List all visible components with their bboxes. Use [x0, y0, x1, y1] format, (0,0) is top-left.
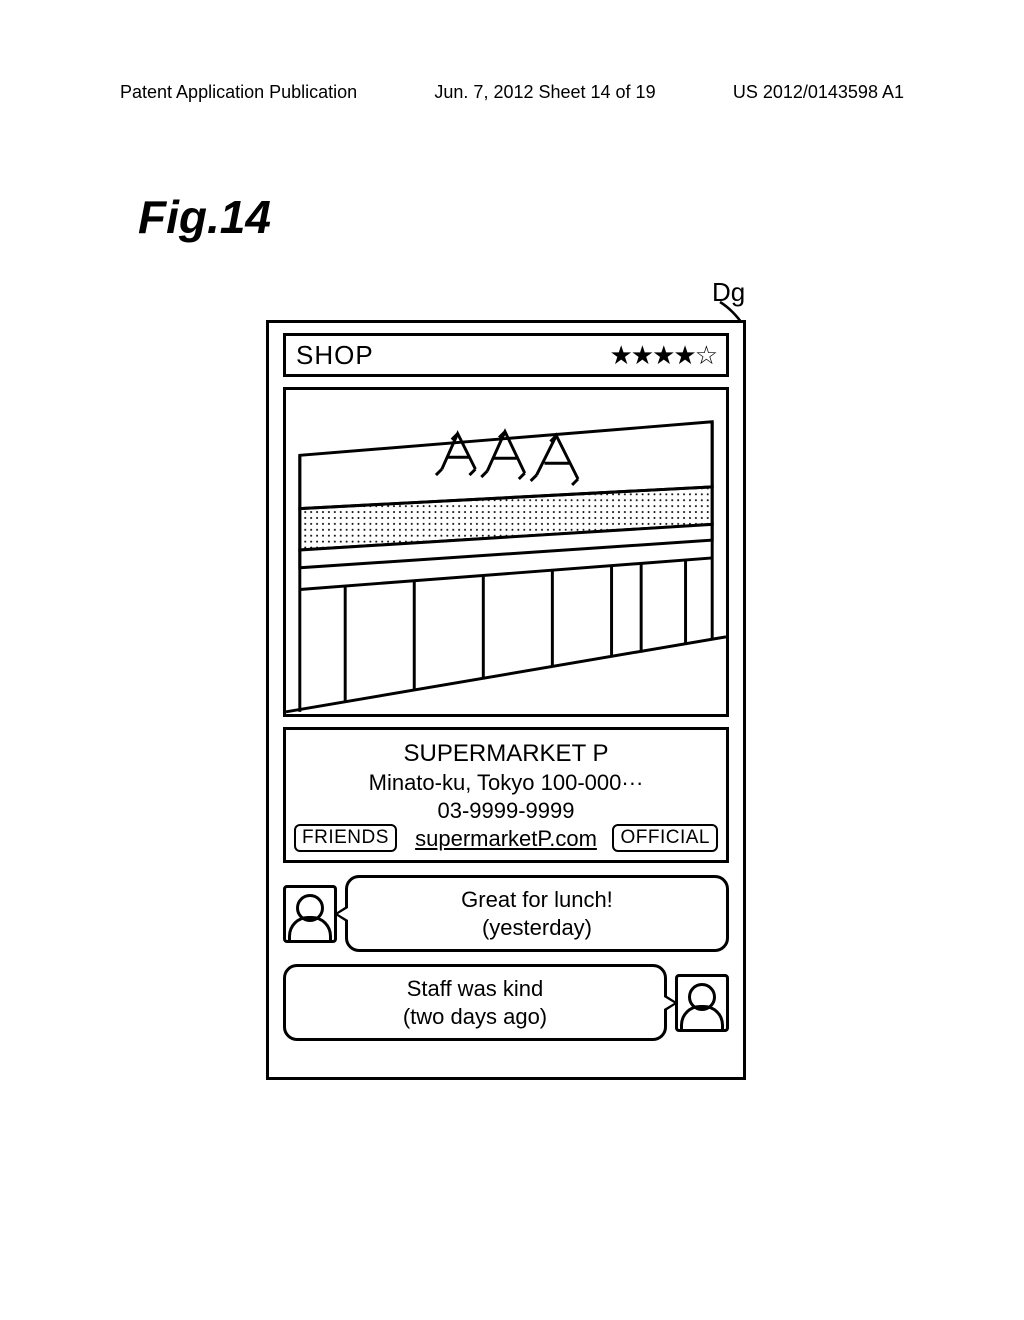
- friends-button[interactable]: FRIENDS: [294, 824, 397, 852]
- review-row: Great for lunch! (yesterday): [283, 875, 729, 952]
- info-box: SUPERMARKET P Minato-ku, Tokyo 100-000··…: [283, 727, 729, 863]
- shop-url-link[interactable]: supermarketP.com: [415, 826, 597, 852]
- review-bubble: Great for lunch! (yesterday): [345, 875, 729, 952]
- avatar-icon: [283, 885, 337, 943]
- rating-stars: ★★★★☆: [609, 340, 716, 371]
- bubble-tail-icon: [664, 994, 678, 1012]
- review-bubble: Staff was kind (two days ago): [283, 964, 667, 1041]
- title-bar: SHOP ★★★★☆: [283, 333, 729, 377]
- shop-phone: 03-9999-9999: [294, 798, 718, 824]
- storefront-image: [283, 387, 729, 717]
- review-when: (yesterday): [354, 914, 720, 942]
- figure-label: Fig.14: [138, 190, 271, 244]
- bubble-tail-icon: [334, 905, 348, 923]
- review-text: Great for lunch!: [461, 887, 613, 912]
- device-screen: SHOP ★★★★☆: [266, 320, 746, 1080]
- review-when: (two days ago): [292, 1003, 658, 1031]
- review-text: Staff was kind: [407, 976, 544, 1001]
- page-header: Patent Application Publication Jun. 7, 2…: [0, 82, 1024, 103]
- shop-name: SUPERMARKET P: [294, 740, 718, 768]
- header-center: Jun. 7, 2012 Sheet 14 of 19: [434, 82, 655, 103]
- header-left: Patent Application Publication: [120, 82, 357, 103]
- storefront-svg: [286, 390, 726, 714]
- shop-address: Minato-ku, Tokyo 100-000···: [294, 770, 718, 796]
- header-right: US 2012/0143598 A1: [733, 82, 904, 103]
- title-text: SHOP: [296, 340, 374, 371]
- review-row: Staff was kind (two days ago): [283, 964, 729, 1041]
- avatar-icon: [675, 974, 729, 1032]
- official-button[interactable]: OFFICIAL: [612, 824, 718, 852]
